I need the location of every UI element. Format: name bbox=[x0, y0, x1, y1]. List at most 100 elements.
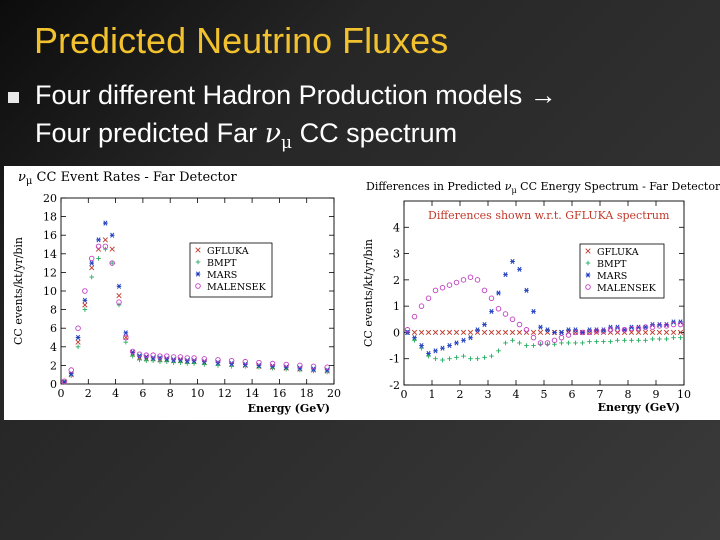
data-point bbox=[164, 353, 170, 359]
data-point bbox=[502, 311, 509, 317]
y-tick-label: 10 bbox=[43, 285, 57, 298]
y-tick-label: 18 bbox=[43, 211, 57, 224]
data-point bbox=[75, 334, 81, 341]
data-point bbox=[608, 339, 613, 344]
data-point bbox=[615, 338, 620, 343]
data-point bbox=[164, 359, 170, 364]
chart-annotation: Differences shown w.r.t. GFLUKA spectrum bbox=[428, 209, 670, 222]
data-point bbox=[171, 357, 176, 363]
data-point-stroke-c bbox=[594, 327, 599, 333]
data-point bbox=[622, 338, 627, 343]
data-point bbox=[551, 337, 558, 344]
data-point bbox=[663, 329, 670, 336]
y-tick-label: 4 bbox=[393, 221, 400, 234]
y-axis-label: CC events/kt/yr/bin bbox=[362, 239, 375, 347]
data-point bbox=[649, 324, 656, 330]
data-point-stroke-c bbox=[116, 283, 122, 289]
data-point bbox=[136, 351, 143, 357]
data-point bbox=[530, 329, 537, 336]
data-point bbox=[538, 324, 543, 330]
data-point-stroke-c bbox=[461, 337, 466, 343]
data-point bbox=[447, 356, 452, 362]
data-point bbox=[215, 357, 221, 363]
data-point bbox=[579, 329, 586, 336]
data-point bbox=[468, 335, 473, 341]
series-gfluka bbox=[404, 329, 684, 336]
data-point bbox=[426, 353, 431, 359]
data-point-stroke-b bbox=[411, 329, 418, 336]
chart-title: Differences in Predicted νμ CC Energy Sp… bbox=[366, 180, 720, 195]
legend-box bbox=[579, 243, 665, 299]
data-point bbox=[324, 367, 330, 373]
data-point bbox=[201, 356, 208, 362]
data-point-stroke-c bbox=[629, 324, 634, 330]
data-point-stroke-b bbox=[488, 329, 495, 336]
data-point-stroke-c bbox=[171, 357, 176, 363]
square-bullet-icon bbox=[8, 92, 19, 103]
data-point bbox=[643, 338, 648, 343]
data-point bbox=[642, 324, 649, 330]
data-point bbox=[184, 355, 191, 361]
data-point bbox=[474, 329, 481, 336]
legend-marker bbox=[585, 260, 591, 266]
data-point bbox=[68, 367, 74, 373]
y-tick-label: -1 bbox=[389, 353, 400, 366]
data-point bbox=[649, 329, 656, 336]
data-point bbox=[454, 355, 459, 360]
data-point bbox=[524, 287, 529, 293]
data-point bbox=[643, 324, 648, 330]
data-point-stroke-c bbox=[284, 364, 289, 370]
data-point bbox=[191, 358, 197, 364]
data-point-stroke-c bbox=[545, 327, 550, 333]
data-point bbox=[587, 339, 592, 344]
data-point-stroke-b bbox=[467, 329, 474, 336]
data-point bbox=[446, 329, 453, 336]
data-point-stroke-c bbox=[123, 330, 128, 336]
x-tick-label: 6 bbox=[139, 387, 146, 400]
data-point-stroke-c bbox=[517, 266, 522, 272]
data-point bbox=[467, 329, 474, 336]
data-point bbox=[482, 321, 487, 328]
y-tick-label: 0 bbox=[50, 378, 57, 391]
data-point-stroke-c bbox=[503, 272, 508, 278]
data-point bbox=[116, 293, 122, 299]
legend-box bbox=[189, 242, 273, 298]
data-point bbox=[150, 355, 156, 361]
data-point bbox=[310, 363, 317, 370]
data-point bbox=[656, 329, 663, 336]
x-tick-label: 2 bbox=[457, 388, 464, 401]
data-point bbox=[433, 356, 438, 362]
data-point-stroke-c bbox=[622, 327, 627, 333]
data-point bbox=[503, 340, 508, 346]
data-point bbox=[635, 329, 642, 336]
data-point bbox=[594, 339, 599, 344]
data-point bbox=[89, 274, 95, 280]
data-point-stroke-b bbox=[544, 329, 551, 336]
data-point bbox=[184, 361, 190, 366]
x-tick-label: 8 bbox=[625, 388, 632, 401]
data-point-stroke-c bbox=[482, 321, 487, 328]
legend-marker bbox=[195, 271, 201, 277]
data-point-stroke-c bbox=[297, 365, 302, 371]
data-point bbox=[530, 334, 537, 341]
data-point-stroke-b bbox=[102, 237, 108, 243]
x-axis-label: Energy (GeV) bbox=[598, 401, 680, 414]
data-point bbox=[157, 359, 163, 364]
legend-label: BMPT bbox=[597, 259, 627, 270]
data-point bbox=[502, 329, 509, 336]
data-point bbox=[242, 358, 249, 365]
y-tick-label: 6 bbox=[50, 322, 57, 335]
data-point bbox=[467, 274, 474, 280]
y-tick-label: 1 bbox=[393, 300, 400, 313]
data-point bbox=[593, 328, 600, 334]
data-point bbox=[481, 329, 488, 336]
data-point bbox=[496, 348, 501, 354]
data-point-stroke-c bbox=[215, 360, 220, 366]
x-tick-label: 9 bbox=[653, 388, 660, 401]
data-point bbox=[516, 321, 523, 328]
data-point-stroke-b bbox=[663, 329, 670, 336]
data-point-stroke-b bbox=[425, 329, 432, 336]
x-tick-label: 4 bbox=[513, 388, 520, 401]
legend-marker bbox=[195, 283, 201, 289]
